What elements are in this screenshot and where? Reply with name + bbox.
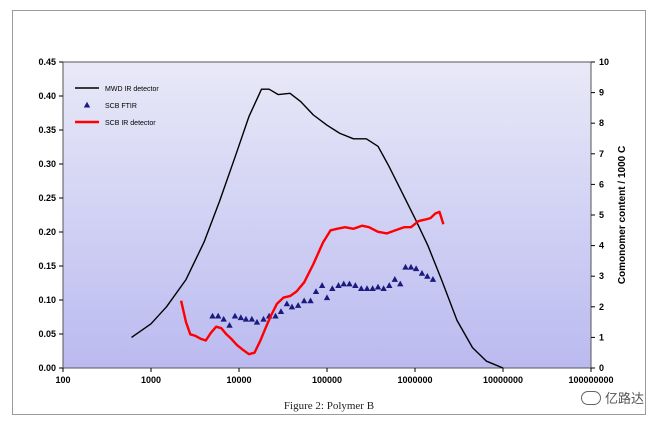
watermark: 亿路达 — [580, 388, 644, 407]
y2-tick-label: 3 — [599, 271, 604, 281]
plot-area — [62, 61, 592, 369]
y2-axis-label: Comonomer content / 1000 C — [617, 146, 628, 284]
scb-ftir-point — [300, 297, 308, 304]
scb-ftir-point — [369, 285, 376, 291]
watermark-text: 亿路达 — [604, 391, 644, 406]
y-tick-label: 0.25 — [38, 193, 56, 203]
scb-ftir-point — [340, 280, 347, 287]
scb-ftir-point — [283, 300, 291, 307]
y2-tick-label: 0 — [599, 363, 604, 373]
scb-ftir-point — [237, 314, 245, 321]
legend-swatch — [83, 101, 91, 108]
scb-ftir-point — [323, 294, 331, 301]
scb-ftir-point — [272, 312, 279, 319]
scb-ftir-point — [380, 285, 387, 291]
scb-ftir-point — [346, 280, 353, 287]
scb-ftir-point — [407, 263, 415, 270]
scb-ftir-point — [277, 308, 285, 314]
scb-ftir-point — [352, 282, 359, 288]
scb-ftir-point — [209, 312, 216, 319]
y2-tick-label: 8 — [599, 118, 604, 128]
x-tick-label: 10000 — [226, 375, 251, 385]
scb-ftir-point — [226, 321, 233, 328]
scb-ftir-point — [260, 315, 267, 322]
scb-ftir-point — [402, 263, 409, 270]
y-tick-label: 0.40 — [38, 91, 56, 101]
y2-tick-label: 4 — [599, 241, 604, 251]
y2-tick-label: 10 — [599, 57, 609, 67]
scb-ftir-point — [424, 273, 431, 279]
y-tick-label: 0.10 — [38, 295, 56, 305]
scb-ftir-point — [358, 285, 365, 291]
y-tick-label: 0.35 — [38, 125, 56, 135]
chart: 0.00 0.05 0.10 0.15 0.20 0.25 0.30 0.35 0.40 0.45… — [38, 57, 628, 385]
legend-label: SCB IR detector — [105, 120, 156, 127]
x-tick-label: 100 — [55, 375, 70, 385]
scb-ftir-point — [418, 269, 426, 276]
figure-frame: 0.00 0.05 0.10 0.15 0.20 0.25 0.30 0.35 0.40 0.45… — [12, 10, 646, 415]
series-line-mwd — [131, 88, 504, 369]
x-tick-label: 1000 — [141, 375, 161, 385]
legend-label: MWD IR detector — [105, 86, 159, 93]
figure-caption: Figure 2: Polymer B — [283, 400, 375, 412]
scb-ftir-point — [391, 276, 399, 282]
legend-label: SCB FTIR — [105, 103, 137, 110]
y-tick-label: 0.20 — [38, 227, 56, 237]
scb-ftir-point — [248, 315, 256, 322]
scb-ftir-point — [386, 282, 393, 288]
y-tick-label: 0.45 — [38, 57, 56, 67]
scb-ftir-point — [253, 318, 261, 325]
y-tick-label: 0.30 — [38, 159, 56, 169]
scb-ftir-point — [329, 285, 336, 291]
x-tick-label: 100000 — [312, 375, 342, 385]
y-tick-label: 0.15 — [38, 261, 56, 271]
scb-ftir-point — [335, 282, 342, 288]
scb-ftir-point — [397, 280, 404, 287]
scb-ftir-point — [288, 303, 296, 310]
scb-ftir-point — [412, 265, 420, 272]
scb-ftir-point — [220, 315, 227, 322]
scb-ftir-point — [242, 315, 250, 322]
series-line-scb-ir — [179, 210, 445, 356]
scb-ftir-point — [307, 297, 314, 304]
y2-tick-label: 9 — [599, 88, 604, 98]
y2-tick-label: 5 — [599, 210, 604, 220]
y2-tick-label: 2 — [599, 302, 604, 312]
y2-tick-label: 6 — [599, 179, 604, 189]
x-tick-label: 1000000 — [397, 375, 432, 385]
y-tick-label: 0.00 — [38, 363, 56, 373]
scb-ftir-point — [363, 285, 371, 291]
wechat-icon — [580, 390, 601, 405]
scb-ftir-point — [231, 312, 239, 319]
scb-ftir-point — [374, 283, 382, 290]
scb-ftir-point — [429, 276, 437, 282]
y2-tick-label: 1 — [599, 332, 604, 342]
y-tick-label: 0.05 — [38, 329, 56, 339]
scb-ftir-point — [214, 312, 222, 319]
scb-ftir-point — [318, 282, 326, 288]
x-tick-label: 10000000 — [483, 375, 523, 385]
y2-tick-label: 7 — [599, 149, 604, 159]
scb-ftir-point — [312, 288, 320, 295]
x-tick-label: 100000000 — [568, 375, 613, 385]
scb-ftir-point — [294, 302, 302, 308]
